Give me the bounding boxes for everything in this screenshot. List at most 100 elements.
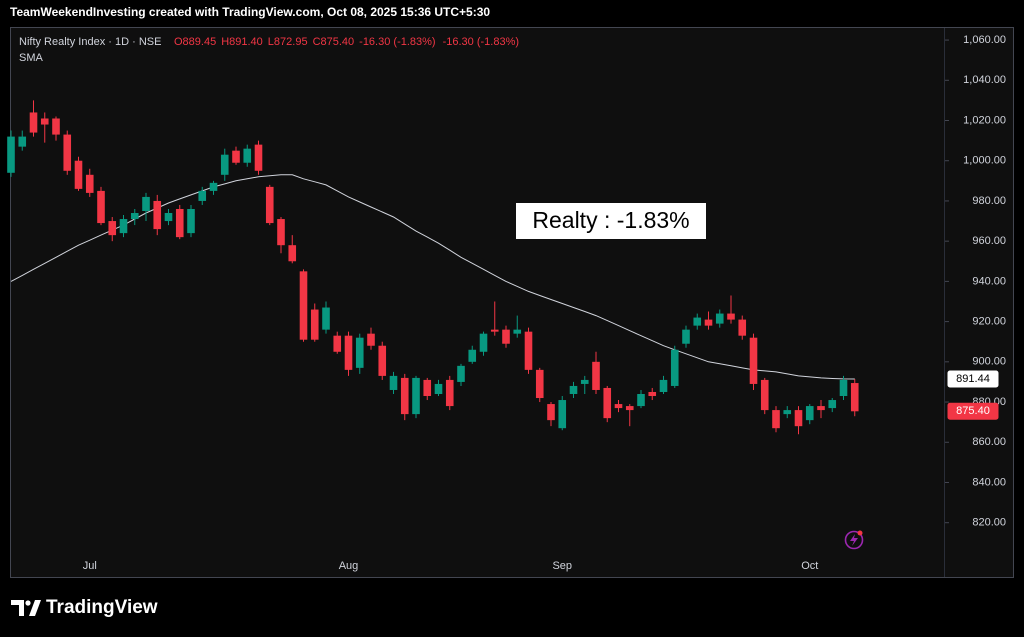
y-tick-label: 1,060.00 <box>963 34 1006 46</box>
candle-body <box>277 219 285 246</box>
candle-body <box>704 319 713 326</box>
candle-body <box>738 319 747 336</box>
y-tick-label: 900.00 <box>972 356 1006 368</box>
alert-dot <box>857 530 863 536</box>
candle-body <box>142 196 150 211</box>
y-tick-label: 1,040.00 <box>963 74 1006 86</box>
candle-body <box>310 309 319 340</box>
candle-body <box>355 337 364 368</box>
candle-body <box>389 375 398 390</box>
x-tick-label: Aug <box>339 560 359 572</box>
ohlc-legend: O889.45 H891.40 L872.95 C875.40 -16.30 (-1.8… <box>174 36 519 48</box>
ohlc-value: H891.40 <box>221 36 263 48</box>
candle-body <box>445 379 454 407</box>
x-tick-label: Oct <box>801 560 818 572</box>
candle-body <box>85 174 94 193</box>
candle-body <box>670 349 679 386</box>
candle-body <box>367 333 375 346</box>
candle-body <box>693 317 702 326</box>
price-label: 875.40 <box>956 405 990 417</box>
candle-body <box>783 410 792 415</box>
candle-body <box>479 333 488 352</box>
candle-body <box>40 118 49 125</box>
candle-body <box>119 219 128 234</box>
candle-body <box>580 379 589 384</box>
candle-body <box>547 404 555 421</box>
candle-body <box>648 391 657 397</box>
candle-body <box>108 221 117 236</box>
y-tick-label: 960.00 <box>972 235 1006 247</box>
candle-body <box>828 400 837 409</box>
candle-body <box>760 379 769 411</box>
candle-body <box>130 213 139 220</box>
candle-body <box>18 136 27 147</box>
annotation-box <box>516 203 706 239</box>
candle-body <box>513 329 522 334</box>
chart-pane <box>10 27 1014 578</box>
ohlc-value: L872.95 <box>268 36 308 48</box>
candle-body <box>187 208 195 234</box>
y-tick-label: 940.00 <box>972 275 1006 287</box>
candle-body <box>637 394 645 407</box>
candle-body <box>535 369 544 399</box>
candle-body <box>333 335 342 352</box>
candle-body <box>232 150 240 163</box>
y-tick-label: 920.00 <box>972 316 1006 328</box>
candle-body <box>468 349 477 362</box>
price-label-box <box>947 370 999 388</box>
candle-body <box>265 186 274 224</box>
candle-body <box>7 136 15 173</box>
candle-body <box>850 383 859 412</box>
y-tick-label: 980.00 <box>972 195 1006 207</box>
attribution: TeamWeekendInvesting created with Tradin… <box>10 5 490 19</box>
y-tick-label: 820.00 <box>972 517 1006 529</box>
candle-body <box>659 379 668 392</box>
candle-body <box>243 148 252 163</box>
sma-legend: SMA <box>19 52 44 64</box>
y-tick-label: 1,020.00 <box>963 114 1006 126</box>
candle-body <box>727 313 735 320</box>
alert-circle <box>844 530 864 550</box>
change-value: -16.30 (-1.83%) <box>359 36 435 48</box>
candle-body <box>74 160 83 189</box>
candle-body <box>288 245 297 262</box>
y-tick-label: 840.00 <box>972 476 1006 488</box>
candle-body <box>29 112 38 133</box>
sma-line <box>10 174 855 380</box>
candle-body <box>164 213 173 222</box>
candle-body <box>299 271 308 340</box>
candle-body <box>772 410 780 429</box>
x-tick-label: Jul <box>83 560 97 572</box>
x-tick-label: Sep <box>552 560 572 572</box>
candle-body <box>749 337 758 384</box>
candle-body <box>839 379 848 397</box>
y-tick-label: 860.00 <box>972 436 1006 448</box>
logo-dot <box>25 600 31 606</box>
candle-body <box>592 361 600 390</box>
candle-body <box>794 410 803 427</box>
candle-body <box>209 182 218 191</box>
logo-mark <box>11 600 24 616</box>
candle-body <box>502 329 510 344</box>
candle-body <box>254 144 263 171</box>
price-label: 891.44 <box>956 373 990 385</box>
candle-body <box>153 200 162 230</box>
brand-name: TradingView <box>46 597 158 618</box>
candle-body <box>400 377 409 415</box>
candle-body <box>614 404 623 409</box>
candle-body <box>817 406 825 411</box>
alert-bolt <box>850 534 858 546</box>
candle-body <box>603 387 612 419</box>
candle-body <box>97 190 105 224</box>
ohlc-value: O889.45 <box>174 36 216 48</box>
candle-body <box>412 377 420 415</box>
candle-body <box>423 379 432 397</box>
brand-logo <box>11 600 41 616</box>
candle-body <box>490 329 499 332</box>
candle-body <box>682 329 690 344</box>
candle-body <box>457 365 465 382</box>
candle-body <box>63 134 72 171</box>
candle-body <box>434 383 443 394</box>
